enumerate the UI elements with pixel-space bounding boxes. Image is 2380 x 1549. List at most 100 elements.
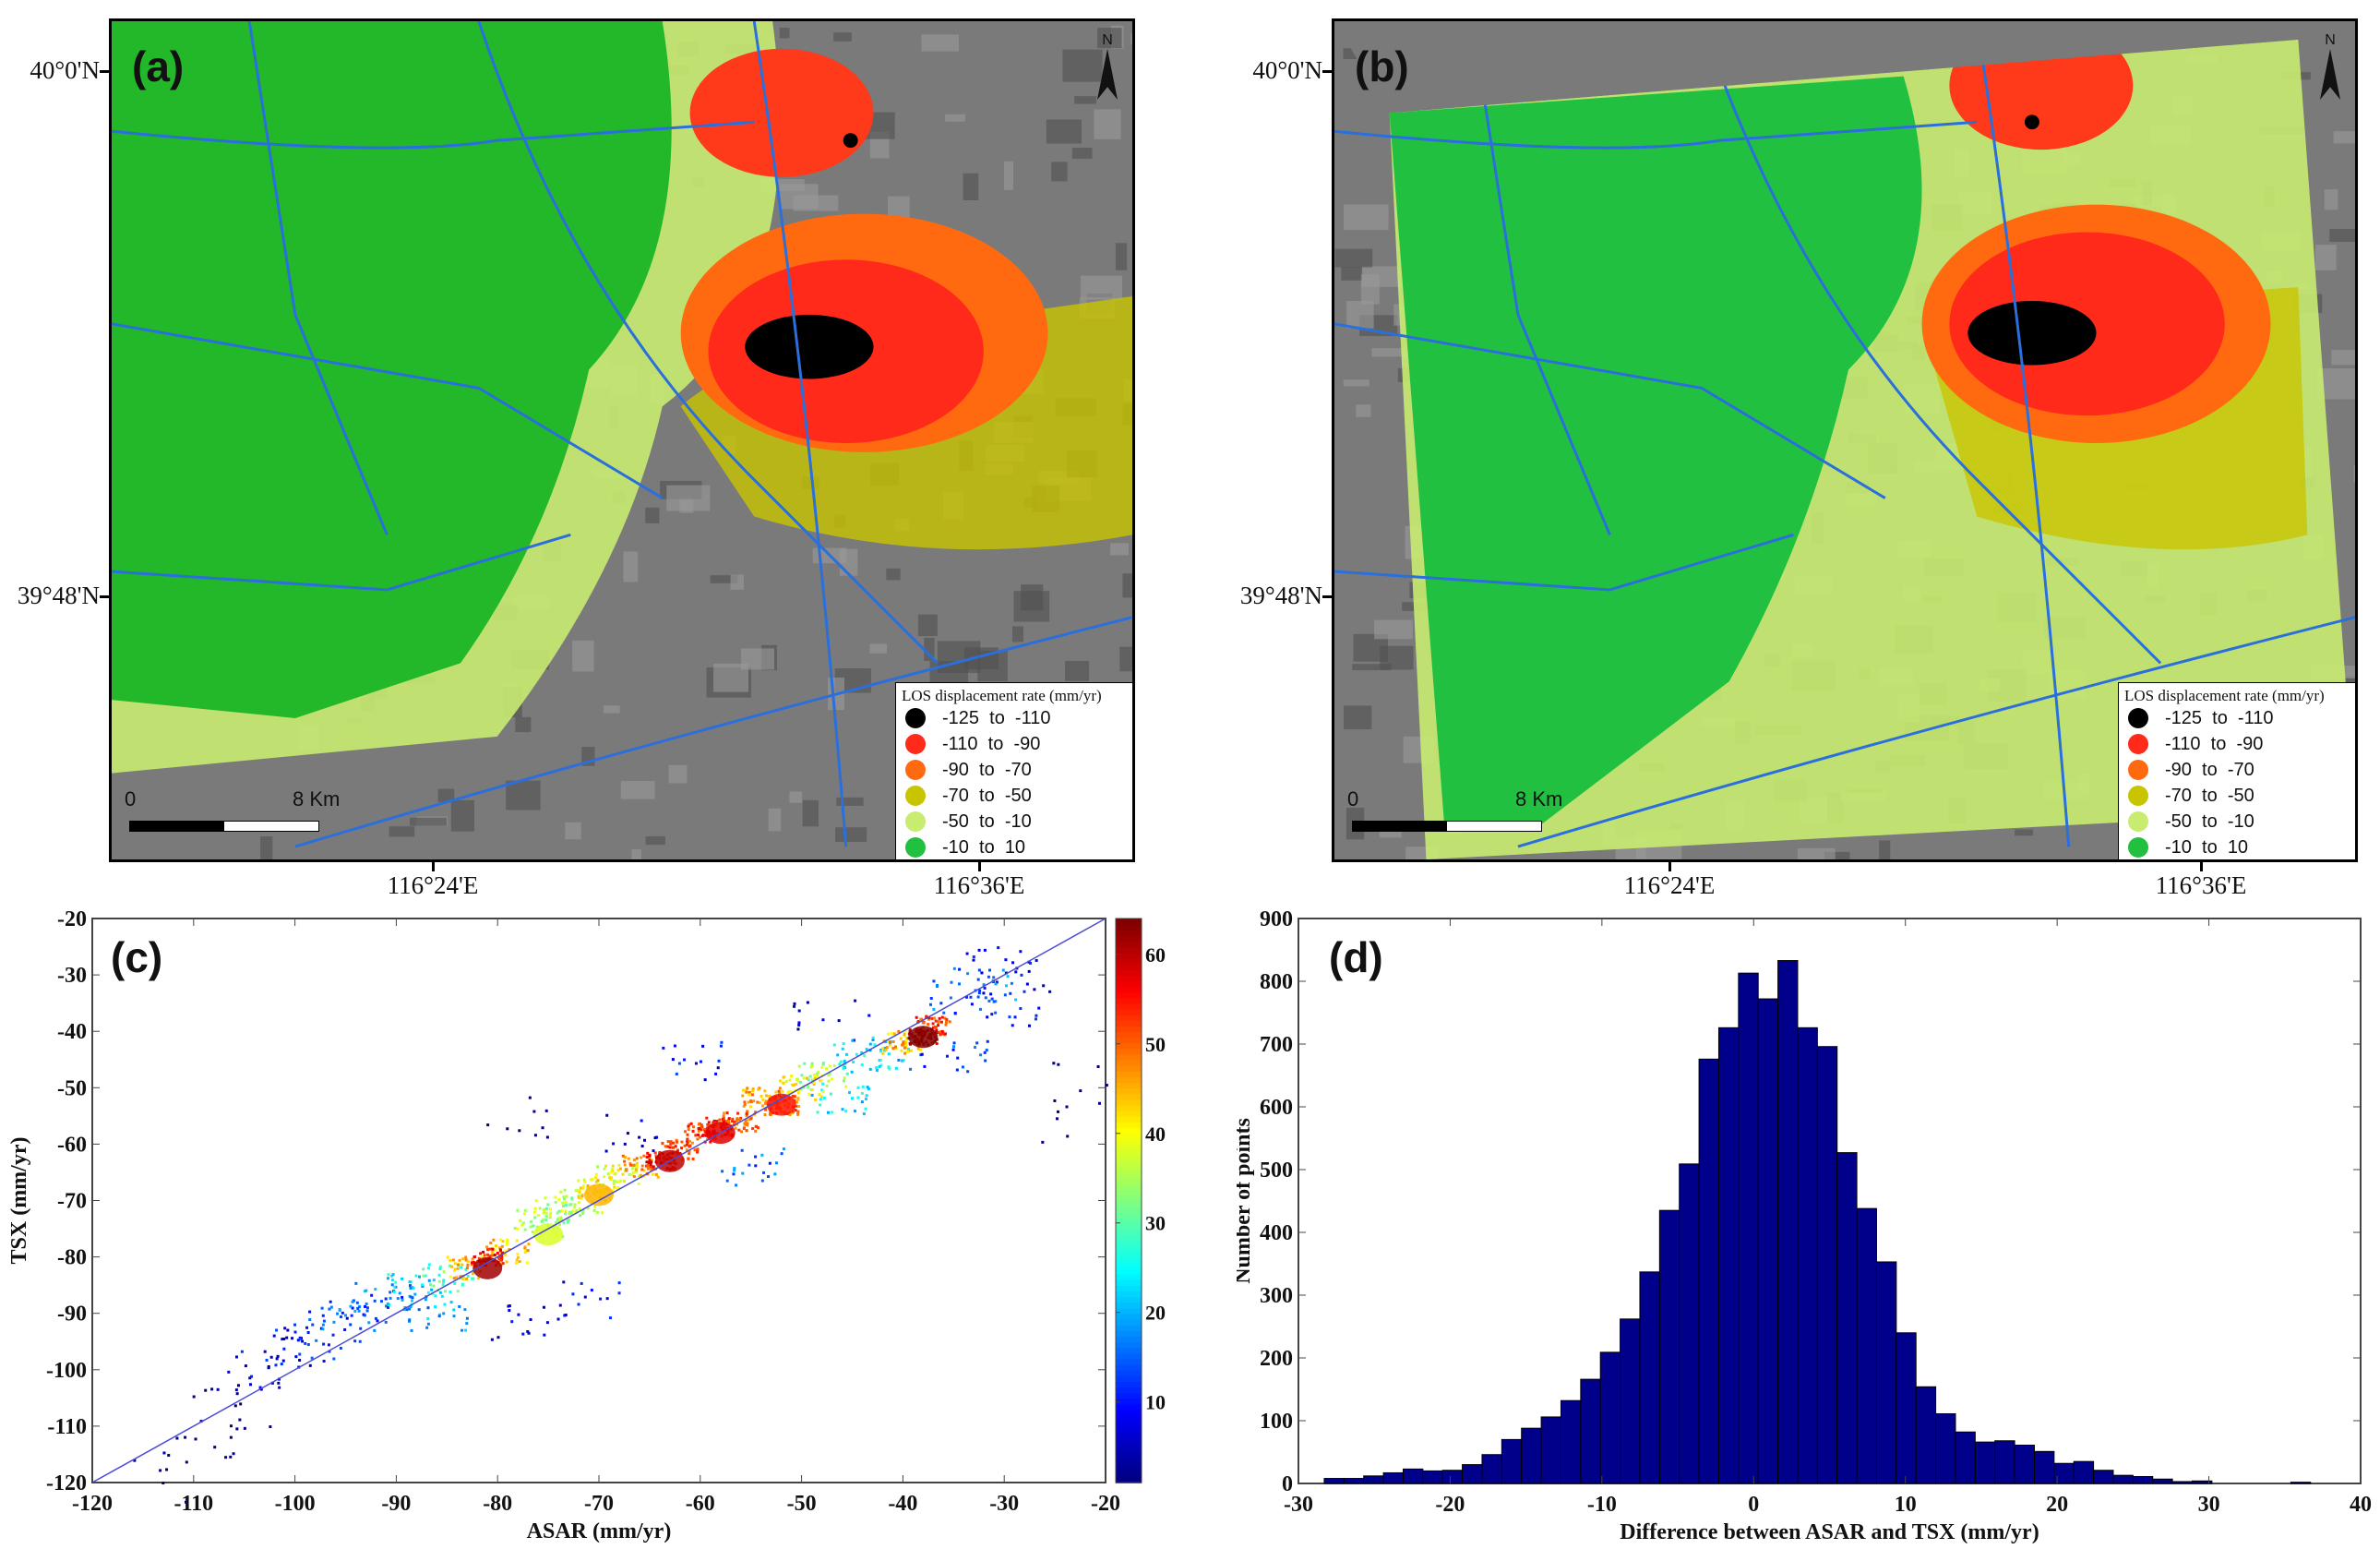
scatter-point [409,1286,413,1290]
colorbar-segment [1116,1420,1142,1427]
scatter-point [595,1211,599,1215]
scatter-point [903,1051,907,1055]
scatter-point [1079,1089,1082,1093]
histogram-bar [1521,1427,1542,1484]
scatter-point [350,1314,353,1317]
legend-title: LOS displacement rate (mm/yr) [902,687,1102,704]
scatter-point [1009,991,1012,995]
scatter-point [860,1051,864,1054]
scatter-point [229,1424,233,1428]
scatter-point [543,1333,546,1337]
scatter-point [426,1306,430,1310]
scatter-point [305,1326,309,1329]
y-tick-label: 200 [1260,1347,1293,1371]
scatter-point [923,1064,927,1068]
scatter-point [646,1163,650,1167]
scatter-point [560,1209,564,1213]
scatter-point [795,1104,798,1108]
scale-label-start: 0 [1347,787,1359,811]
histogram-bar [1599,1351,1621,1484]
colorbar-segment [1116,1229,1142,1235]
scatter-point [1027,960,1031,964]
road-line [112,120,755,150]
scatter-point [363,1314,366,1317]
scatter-point [573,1203,577,1207]
scatter-point [939,1033,942,1037]
scatter-point [581,1184,585,1188]
histogram-bar [1836,1152,1858,1484]
scatter-point [845,1072,849,1075]
sar-texture [789,791,803,803]
lat-tick-label: 40°0'N [1252,56,1322,84]
scatter-point [442,1270,446,1274]
histogram-bar [1974,1441,1996,1484]
scatter-point [1096,1065,1100,1069]
scatter-point [185,1460,188,1464]
scatter-point [526,1249,530,1253]
colorbar-segment [1116,997,1142,1004]
sar-texture [565,822,581,840]
histogram-svg: -30 -20 -10 0 10 20 30 400100200300400500600700… [1237,907,2372,1544]
scatter-point [353,1339,357,1343]
scatter-point [293,1330,297,1334]
scatter-point [442,1279,446,1282]
scatter-point [405,1308,409,1312]
scatter-point [508,1248,511,1252]
scatter-point [308,1317,312,1321]
scatter-point [497,1255,501,1258]
scatter-point [745,1088,748,1092]
histogram-bar [1441,1470,1464,1484]
scatter-point [950,980,953,984]
scatter-point [653,1151,657,1155]
scatter-point [994,1011,998,1015]
scatter-point [793,1095,796,1099]
scatter-point [621,1154,625,1158]
sar-backdrop-outside-swath [1334,21,2355,114]
scale-bar [1352,821,1542,834]
scatter-point [582,1178,586,1182]
y-tick-label: 600 [1260,1096,1293,1120]
scatter-point [807,1084,810,1087]
scatter-point [422,1267,425,1271]
scatter-point [646,1151,650,1155]
colorbar-segment [1116,1454,1142,1461]
scatter-point [501,1251,505,1255]
scatter-point [721,1118,724,1122]
scatter-point [887,1065,891,1069]
scatter-point [1004,984,1008,988]
scatter-point [933,1016,937,1020]
scatter-point [903,1029,907,1033]
scatter-point [677,1062,681,1065]
colorbar-tick-label: 10 [1145,1391,1166,1414]
scatter-point [258,1386,262,1389]
scatter-point [516,1208,520,1212]
scatter-point [936,983,939,987]
scatter-point [594,1172,598,1176]
sar-texture [2353,464,2355,484]
density-hotspot [472,1256,503,1279]
scatter-point [518,1129,521,1133]
scatter-point [591,1178,594,1182]
scatter-point [554,1195,557,1199]
scatter-point [358,1339,362,1343]
scatter-point [426,1291,430,1294]
scatter-point [413,1292,417,1296]
scatter-point [611,1167,615,1171]
scatter-point [966,972,970,976]
colorbar-segment [1116,1160,1142,1168]
scatter-point [390,1274,394,1278]
scatter-point [526,1329,530,1333]
scatter-point [736,1111,740,1115]
scatter-point [816,1072,819,1075]
colorbar-segment [1116,1267,1142,1275]
scatter-point [492,1238,496,1242]
scatter-point [499,1238,503,1242]
scatter-point [735,1183,738,1187]
scatter-point [856,1096,860,1099]
scatter-point [390,1279,394,1282]
histogram-bar [1717,1027,1740,1484]
scatter-point [234,1388,238,1392]
scatter-point [613,1179,616,1183]
scatter-point [411,1299,414,1303]
legend-item: -90 to -70 [2124,757,2351,783]
